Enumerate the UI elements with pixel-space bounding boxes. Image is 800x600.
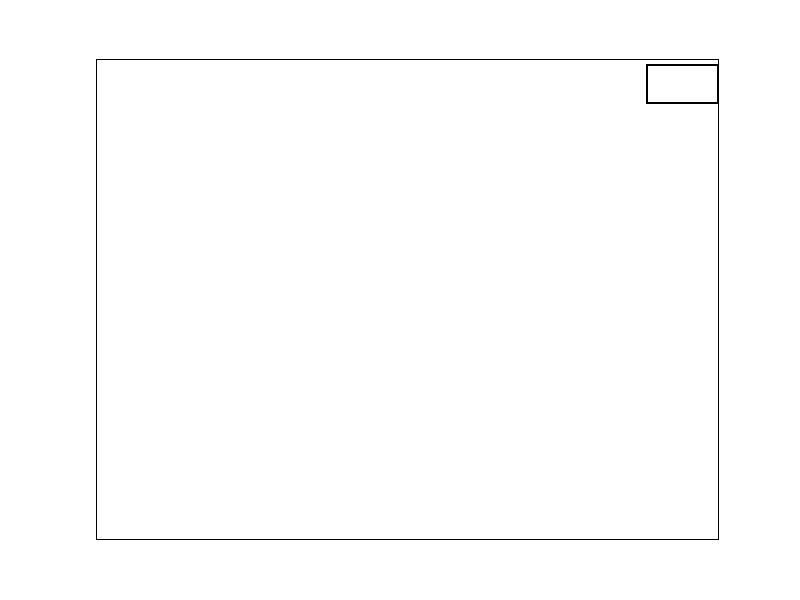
plot-area — [97, 60, 718, 539]
fp-legend-swatch-icon — [655, 86, 684, 94]
legend — [646, 64, 719, 104]
legend-entry-tp — [655, 75, 710, 83]
tp-legend-swatch-icon — [655, 75, 684, 83]
legend-entry-fp — [655, 86, 710, 94]
